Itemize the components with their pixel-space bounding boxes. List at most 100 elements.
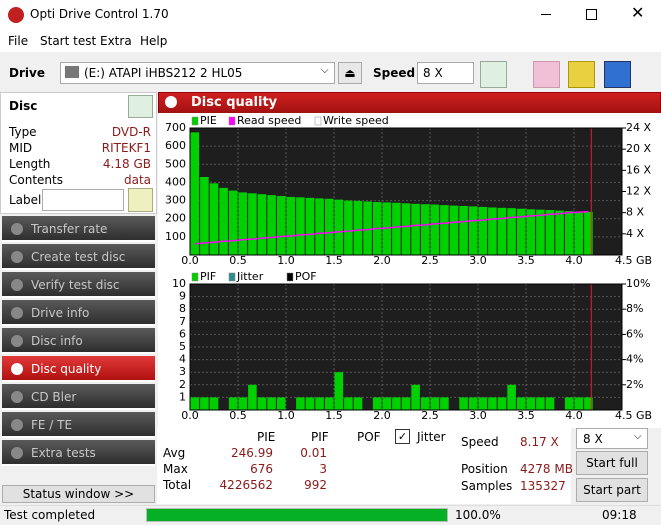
bar	[468, 397, 478, 410]
menu-item[interactable]: Extra	[100, 34, 132, 48]
bar	[584, 211, 593, 255]
nav-button[interactable]: Drive info	[2, 300, 155, 326]
stats-label: Total	[163, 478, 192, 492]
stats-header: POF	[357, 430, 381, 444]
y-tick-label: 400	[165, 175, 186, 188]
bar	[420, 397, 430, 410]
bar	[200, 176, 209, 255]
y2-tick-label: 12 X	[626, 185, 651, 198]
close[interactable]: ✕	[631, 3, 645, 22]
bar	[411, 203, 420, 255]
legend-swatch	[228, 272, 236, 282]
y2-tick-label: 4 X	[626, 227, 644, 240]
label-input[interactable]	[42, 189, 124, 211]
bar	[536, 209, 545, 255]
bar	[363, 201, 372, 255]
stats-value: 992	[304, 478, 327, 492]
bar	[382, 397, 392, 410]
y-tick-label: 500	[165, 157, 186, 170]
nav-button[interactable]: Verify test disc	[2, 272, 155, 298]
bar	[324, 397, 334, 410]
info-value: 135327	[520, 479, 566, 493]
y-tick-label: 2	[179, 378, 186, 391]
bar	[190, 132, 200, 255]
info-key: Speed	[461, 435, 499, 449]
bar	[584, 397, 593, 410]
drive-name: (E:) ATAPI iHBS212 2 HL05	[84, 66, 243, 80]
bar	[296, 197, 305, 255]
bar	[507, 208, 516, 255]
x-tick-label: 4.5 GB	[615, 254, 652, 267]
disc-key: Type	[9, 125, 37, 139]
nav-button[interactable]: Create test disc	[2, 244, 155, 270]
bar	[190, 397, 200, 410]
disc-key: Length	[9, 157, 51, 171]
bar	[468, 206, 478, 255]
x-tick-label: 3.5	[517, 409, 535, 422]
jitter-checkbox[interactable]: ✓	[395, 429, 410, 444]
dropdown-arrow: ⌵	[321, 65, 329, 76]
speed-select[interactable]: 8 X	[417, 62, 474, 84]
stats-value: 0.01	[300, 446, 327, 460]
bar	[209, 183, 219, 255]
plot-border	[189, 127, 623, 256]
bar	[420, 204, 430, 255]
bar	[305, 397, 315, 410]
nav-button[interactable]: Extra tests	[2, 440, 155, 466]
bar	[545, 397, 555, 410]
stats-header: PIE	[257, 430, 276, 444]
y-tick-label: 5	[179, 340, 186, 353]
bar	[488, 207, 497, 255]
nav-button[interactable]: CD Bler	[2, 384, 155, 410]
bar	[440, 205, 449, 255]
x-tick-label: 0.5	[229, 409, 247, 422]
bar	[276, 397, 286, 410]
nav-button[interactable]: FE / TE	[2, 412, 155, 438]
y-tick-label: 8	[179, 302, 186, 315]
bar	[228, 190, 238, 255]
bar	[401, 397, 411, 410]
nav-button[interactable]: Transfer rate	[2, 216, 155, 242]
erase-button[interactable]	[533, 61, 560, 88]
bar	[372, 397, 382, 410]
stats-header: Jitter	[417, 430, 446, 444]
bar	[344, 200, 353, 255]
bar	[401, 203, 411, 255]
status-window-button[interactable]: Status window >>	[2, 485, 155, 503]
bar	[238, 192, 248, 255]
nav-button[interactable]: Disc quality	[2, 356, 155, 382]
y-tick-label: 600	[165, 139, 186, 152]
bar	[209, 397, 219, 410]
bar	[459, 397, 468, 410]
settings-button[interactable]	[568, 61, 595, 88]
menu-bar	[0, 30, 661, 52]
y-tick-label: 6	[179, 327, 186, 340]
menu-item[interactable]: File	[8, 34, 29, 48]
eject-button[interactable]: ⏏	[338, 62, 362, 84]
disc-key: MID	[9, 141, 33, 155]
minimize[interactable]	[541, 14, 551, 15]
menu-item[interactable]: Start test	[40, 34, 97, 48]
info-key: Samples	[461, 479, 513, 493]
stats-panel	[157, 428, 571, 504]
bar	[257, 397, 267, 410]
start-full-button[interactable]: Start full	[576, 451, 648, 475]
save-button[interactable]	[604, 61, 631, 88]
y2-tick-label: 8 X	[626, 206, 644, 219]
refresh-button[interactable]	[480, 61, 507, 88]
start-part-button[interactable]: Start part	[576, 478, 648, 502]
menu-item[interactable]: Help	[140, 34, 168, 48]
label-button[interactable]	[128, 188, 153, 212]
maximize[interactable]	[586, 9, 597, 20]
bar	[276, 196, 286, 255]
nav-button[interactable]: Disc info	[2, 328, 155, 354]
bar	[526, 209, 536, 255]
y2-tick-label: 6%	[626, 327, 643, 340]
drive-select[interactable]	[60, 62, 335, 84]
bar	[324, 198, 334, 255]
disc-refresh[interactable]	[128, 95, 153, 118]
bar	[267, 397, 276, 410]
y-tick-label: 300	[165, 194, 186, 207]
panel-title: Disc quality	[191, 95, 278, 110]
speed-select[interactable]: 8 X	[576, 428, 648, 449]
